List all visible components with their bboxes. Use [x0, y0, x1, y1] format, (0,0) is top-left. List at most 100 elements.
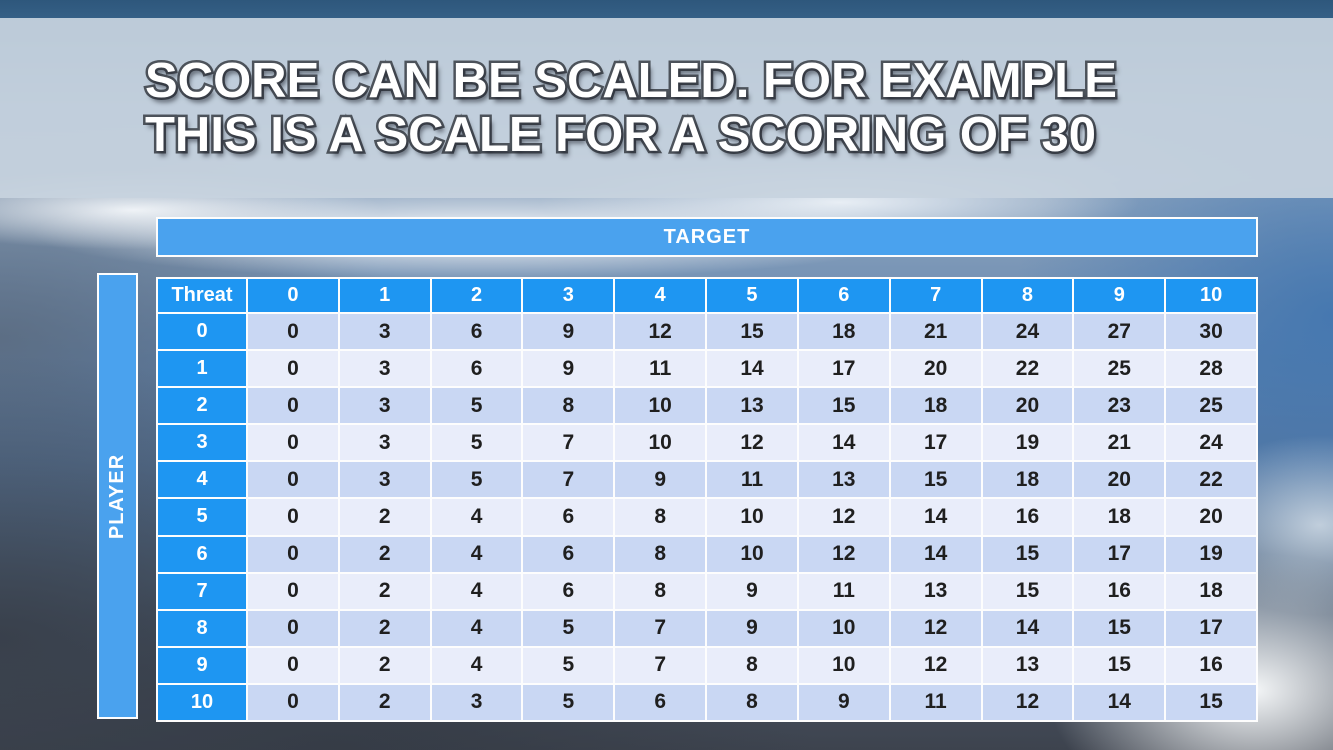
score-cell-r6-c1: 2 — [339, 536, 430, 572]
score-cell-r4-c8: 18 — [982, 462, 1073, 498]
column-header-1: 1 — [339, 279, 430, 312]
score-cell-r9-c9: 15 — [1074, 647, 1165, 683]
score-cell-r9-c5: 8 — [707, 647, 797, 683]
score-cell-r6-c0: 0 — [248, 536, 338, 572]
score-cell-r5-c7: 14 — [890, 499, 981, 535]
column-header-2: 2 — [431, 279, 522, 312]
score-cell-r5-c4: 8 — [615, 499, 706, 535]
score-cell-r1-c8: 22 — [982, 351, 1073, 387]
score-cell-r0-c7: 21 — [890, 314, 981, 350]
score-cell-r8-c7: 12 — [890, 610, 981, 646]
score-cell-r10-c3: 5 — [523, 684, 614, 720]
score-cell-r3-c4: 10 — [615, 425, 706, 461]
score-cell-r10-c8: 12 — [982, 684, 1073, 720]
target-axis-header: TARGET — [156, 217, 1258, 257]
score-cell-r9-c8: 13 — [982, 647, 1073, 683]
row-header-9: 9 — [158, 647, 246, 683]
row-header-5: 5 — [158, 499, 246, 535]
score-cell-r9-c10: 16 — [1166, 647, 1256, 683]
score-cell-r6-c8: 15 — [982, 536, 1073, 572]
score-cell-r6-c6: 12 — [798, 536, 889, 572]
score-cell-r10-c2: 3 — [431, 684, 522, 720]
score-cell-r3-c8: 19 — [982, 425, 1073, 461]
score-cell-r9-c6: 10 — [798, 647, 889, 683]
score-cell-r9-c7: 12 — [890, 647, 981, 683]
score-cell-r5-c0: 0 — [248, 499, 338, 535]
score-cell-r2-c7: 18 — [890, 388, 981, 424]
score-cell-r9-c2: 4 — [431, 647, 522, 683]
score-cell-r4-c0: 0 — [248, 462, 338, 498]
score-cell-r7-c8: 15 — [982, 573, 1073, 609]
score-cell-r6-c5: 10 — [707, 536, 797, 572]
score-cell-r5-c10: 20 — [1166, 499, 1256, 535]
score-cell-r10-c5: 8 — [707, 684, 797, 720]
score-cell-r6-c2: 4 — [431, 536, 522, 572]
score-cell-r7-c10: 18 — [1166, 573, 1256, 609]
score-cell-r10-c1: 2 — [339, 684, 430, 720]
row-header-3: 3 — [158, 425, 246, 461]
score-cell-r10-c6: 9 — [798, 684, 889, 720]
row-header-2: 2 — [158, 388, 246, 424]
score-cell-r10-c7: 11 — [890, 684, 981, 720]
score-cell-r8-c8: 14 — [982, 610, 1073, 646]
title-band: SCORE CAN BE SCALED. FOR EXAMPLE THIS IS… — [0, 18, 1333, 198]
score-cell-r4-c1: 3 — [339, 462, 430, 498]
score-cell-r5-c8: 16 — [982, 499, 1073, 535]
player-axis-label: PLAYER — [106, 453, 129, 539]
score-cell-r3-c6: 14 — [798, 425, 889, 461]
score-cell-r8-c6: 10 — [798, 610, 889, 646]
title-line-2: THIS IS A SCALE FOR A SCORING OF 30 — [143, 106, 1099, 165]
column-header-3: 3 — [523, 279, 614, 312]
score-cell-r5-c5: 10 — [707, 499, 797, 535]
score-cell-r1-c2: 6 — [431, 351, 522, 387]
score-cell-r2-c2: 5 — [431, 388, 522, 424]
score-cell-r6-c4: 8 — [615, 536, 706, 572]
score-cell-r5-c2: 4 — [431, 499, 522, 535]
score-cell-r0-c5: 15 — [707, 314, 797, 350]
score-cell-r1-c3: 9 — [523, 351, 614, 387]
score-cell-r9-c0: 0 — [248, 647, 338, 683]
row-header-6: 6 — [158, 536, 246, 572]
row-header-4: 4 — [158, 462, 246, 498]
score-cell-r0-c1: 3 — [339, 314, 430, 350]
target-axis-label: TARGET — [663, 225, 751, 248]
title-line-1: SCORE CAN BE SCALED. FOR EXAMPLE — [143, 52, 1120, 111]
score-cell-r7-c6: 11 — [798, 573, 889, 609]
score-cell-r7-c7: 13 — [890, 573, 981, 609]
score-cell-r0-c10: 30 — [1166, 314, 1256, 350]
score-cell-r2-c5: 13 — [707, 388, 797, 424]
row-header-7: 7 — [158, 573, 246, 609]
column-header-5: 5 — [707, 279, 797, 312]
corner-header-threat: Threat — [158, 279, 246, 312]
score-cell-r7-c3: 6 — [523, 573, 614, 609]
score-cell-r6-c9: 17 — [1074, 536, 1165, 572]
score-cell-r0-c4: 12 — [615, 314, 706, 350]
score-cell-r0-c0: 0 — [248, 314, 338, 350]
row-header-8: 8 — [158, 610, 246, 646]
score-cell-r2-c10: 25 — [1166, 388, 1256, 424]
score-cell-r2-c6: 15 — [798, 388, 889, 424]
score-cell-r3-c0: 0 — [248, 425, 338, 461]
slide-title: SCORE CAN BE SCALED. FOR EXAMPLE THIS IS… — [143, 52, 1120, 165]
score-cell-r8-c9: 15 — [1074, 610, 1165, 646]
score-cell-r2-c8: 20 — [982, 388, 1073, 424]
score-cell-r6-c10: 19 — [1166, 536, 1256, 572]
score-cell-r10-c4: 6 — [615, 684, 706, 720]
score-cell-r8-c1: 2 — [339, 610, 430, 646]
score-cell-r1-c7: 20 — [890, 351, 981, 387]
column-header-8: 8 — [982, 279, 1073, 312]
score-cell-r7-c1: 2 — [339, 573, 430, 609]
score-cell-r2-c3: 8 — [523, 388, 614, 424]
column-header-0: 0 — [248, 279, 338, 312]
column-header-4: 4 — [615, 279, 706, 312]
score-cell-r6-c7: 14 — [890, 536, 981, 572]
score-cell-r10-c0: 0 — [248, 684, 338, 720]
score-cell-r1-c6: 17 — [798, 351, 889, 387]
score-cell-r0-c9: 27 — [1074, 314, 1165, 350]
score-cell-r3-c9: 21 — [1074, 425, 1165, 461]
score-cell-r5-c9: 18 — [1074, 499, 1165, 535]
score-cell-r4-c3: 7 — [523, 462, 614, 498]
score-cell-r3-c5: 12 — [707, 425, 797, 461]
score-cell-r8-c0: 0 — [248, 610, 338, 646]
